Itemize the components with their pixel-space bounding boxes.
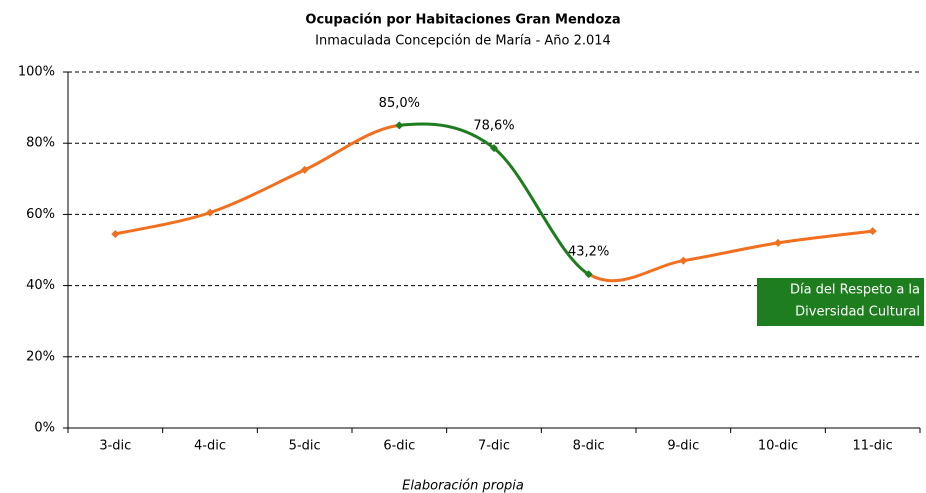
- y-tick-label: 80%: [26, 136, 55, 151]
- line-segment: [683, 241, 779, 263]
- chart-title: Ocupación por Habitaciones Gran Mendoza: [305, 13, 620, 28]
- x-tick-label: 4-dic: [194, 439, 226, 454]
- x-tick-label: 9-dic: [667, 439, 699, 454]
- marker: [868, 227, 877, 236]
- value-label: 85,0%: [379, 96, 420, 111]
- x-tick-label: 5-dic: [289, 439, 321, 454]
- source: Elaboración propia: [402, 479, 524, 493]
- marker: [111, 229, 120, 238]
- value-label: 78,6%: [473, 119, 514, 134]
- x-tick-label: 10-dic: [758, 439, 798, 454]
- y-tick-label: 0%: [34, 421, 55, 436]
- marker: [774, 238, 782, 247]
- x-tick-label: 3-dic: [99, 439, 131, 454]
- marker: [206, 208, 214, 217]
- x-tick-label: 7-dic: [478, 439, 510, 454]
- annotation: Diversidad Cultural: [795, 305, 920, 320]
- marker: [490, 144, 498, 153]
- chart-subtitle: Inmaculada Concepción de María - Año 2.0…: [315, 34, 611, 49]
- line-segment: [493, 147, 590, 276]
- line-segment: [209, 168, 306, 215]
- line-segment: [304, 123, 400, 172]
- annotation: Día del Respeto a la: [790, 283, 920, 298]
- y-tick-label: 60%: [26, 207, 55, 222]
- x-tick-label: 11-dic: [853, 439, 893, 454]
- y-tick-label: 40%: [26, 278, 55, 293]
- line-segment: [777, 229, 873, 245]
- value-label: 43,2%: [568, 245, 609, 260]
- line-segment: [399, 122, 495, 150]
- line-segment: [587, 259, 684, 283]
- marker: [584, 270, 593, 279]
- marker: [300, 165, 309, 174]
- marker: [395, 121, 404, 130]
- y-tick-label: 100%: [18, 65, 55, 80]
- line-segment: [115, 211, 211, 236]
- x-tick-label: 8-dic: [573, 439, 605, 454]
- annotation-box: [757, 278, 924, 326]
- marker: [679, 256, 688, 265]
- x-tick-label: 6-dic: [383, 439, 415, 454]
- y-tick-label: 20%: [26, 349, 55, 364]
